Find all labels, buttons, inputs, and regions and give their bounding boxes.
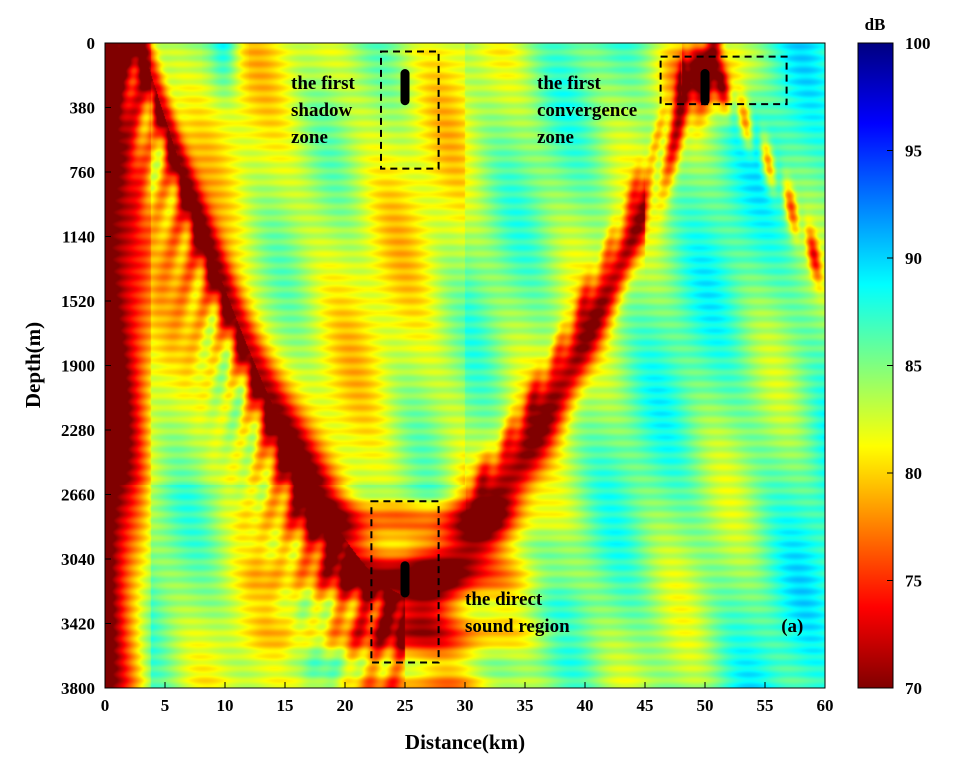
annotation-line: shadow bbox=[291, 100, 353, 121]
x-axis-label: Distance(km) bbox=[405, 730, 525, 754]
y-tick-label: 380 bbox=[70, 99, 96, 118]
x-tick-label: 30 bbox=[457, 696, 474, 715]
colorbar-tick-label: 80 bbox=[905, 464, 922, 483]
x-tick-label: 35 bbox=[517, 696, 534, 715]
colorbar-tick-label: 100 bbox=[905, 34, 931, 53]
x-tick-label: 15 bbox=[277, 696, 294, 715]
annotation-line: the direct bbox=[465, 589, 543, 610]
y-tick-label: 0 bbox=[87, 34, 96, 53]
annotation-line: sound region bbox=[465, 616, 570, 637]
annotation-text: the first shadow zone bbox=[291, 73, 356, 148]
y-tick-label: 1140 bbox=[62, 228, 95, 247]
x-tick-label: 50 bbox=[697, 696, 714, 715]
annotation-line: the first bbox=[537, 73, 602, 94]
y-tick-label: 1900 bbox=[61, 357, 95, 376]
x-tick-label: 10 bbox=[217, 696, 234, 715]
y-tick-label: 3800 bbox=[61, 679, 95, 698]
colorbar-tick-label: 95 bbox=[905, 142, 922, 161]
colorbar: dB 100 95 90 85 80 75 70 bbox=[857, 15, 931, 698]
x-tick-label: 45 bbox=[637, 696, 654, 715]
colorbar-tick-label: 75 bbox=[905, 572, 922, 591]
annotation-text: the first convergence zone bbox=[537, 73, 637, 148]
x-tick-label: 20 bbox=[337, 696, 354, 715]
colorbar-label: dB bbox=[865, 15, 886, 34]
y-tick-label: 2660 bbox=[61, 486, 95, 505]
x-tick-label: 40 bbox=[577, 696, 594, 715]
colorbar-tick-label: 85 bbox=[905, 357, 922, 376]
y-axis-label: Depth(m) bbox=[21, 322, 45, 408]
convergence-zone-box bbox=[659, 55, 788, 106]
y-tick-label: 1520 bbox=[61, 292, 95, 311]
overlays: the first shadow zone the first convergence z… bbox=[291, 50, 803, 664]
heatmap-image bbox=[105, 43, 825, 688]
x-tick-label: 55 bbox=[757, 696, 774, 715]
annotation-line: zone bbox=[291, 127, 328, 148]
y-axis: 0 380 760 1140 1520 1900 2280 2660 3040 3420 3800 bbox=[61, 34, 111, 698]
annotation-line: the first bbox=[291, 73, 356, 94]
annotation-line: zone bbox=[537, 127, 574, 148]
y-tick-label: 3420 bbox=[61, 615, 95, 634]
x-tick-label: 25 bbox=[397, 696, 414, 715]
y-tick-label: 760 bbox=[70, 163, 96, 182]
x-axis: 0 5 10 15 20 25 30 35 40 45 50 55 60 bbox=[101, 682, 834, 715]
x-tick-label: 5 bbox=[161, 696, 170, 715]
y-tick-label: 2280 bbox=[61, 421, 95, 440]
annotation-text: the direct sound region bbox=[465, 589, 570, 637]
direct-region-box bbox=[370, 500, 440, 664]
x-tick-label: 0 bbox=[101, 696, 110, 715]
shadow-zone-box bbox=[380, 50, 440, 170]
panel-label: (a) bbox=[781, 616, 803, 637]
heatmap-plot-area bbox=[104, 42, 826, 689]
y-tick-label: 3040 bbox=[61, 550, 95, 569]
annotation-line: convergence bbox=[537, 100, 637, 121]
colorbar-ticks: 100 95 90 85 80 75 70 bbox=[887, 34, 931, 698]
x-tick-label: 60 bbox=[817, 696, 834, 715]
colorbar-tick-label: 70 bbox=[905, 679, 922, 698]
colorbar-tick-label: 90 bbox=[905, 249, 922, 268]
